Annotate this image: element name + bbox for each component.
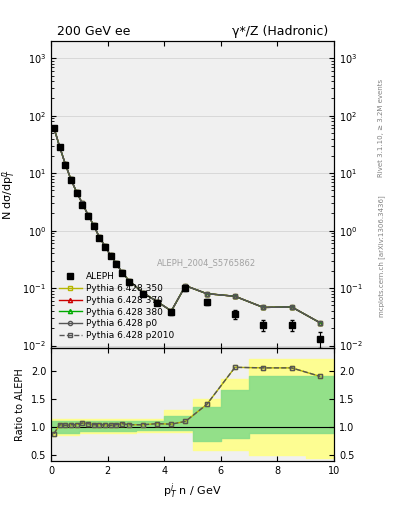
X-axis label: p$_T^i$ n / GeV: p$_T^i$ n / GeV — [163, 481, 222, 501]
Y-axis label: Ratio to ALEPH: Ratio to ALEPH — [15, 368, 25, 441]
Y-axis label: N dσ/dp$_T^n$: N dσ/dp$_T^n$ — [0, 169, 17, 220]
Text: γ*/Z (Hadronic): γ*/Z (Hadronic) — [232, 25, 329, 38]
Text: Rivet 3.1.10, ≥ 3.2M events: Rivet 3.1.10, ≥ 3.2M events — [378, 79, 384, 177]
Legend: ALEPH, Pythia 6.428 350, Pythia 6.428 370, Pythia 6.428 380, Pythia 6.428 p0, Py: ALEPH, Pythia 6.428 350, Pythia 6.428 37… — [55, 269, 178, 344]
Text: ALEPH_2004_S5765862: ALEPH_2004_S5765862 — [157, 258, 256, 267]
Text: 200 GeV ee: 200 GeV ee — [57, 25, 130, 38]
Text: mcplots.cern.ch [arXiv:1306.3436]: mcplots.cern.ch [arXiv:1306.3436] — [378, 195, 385, 317]
